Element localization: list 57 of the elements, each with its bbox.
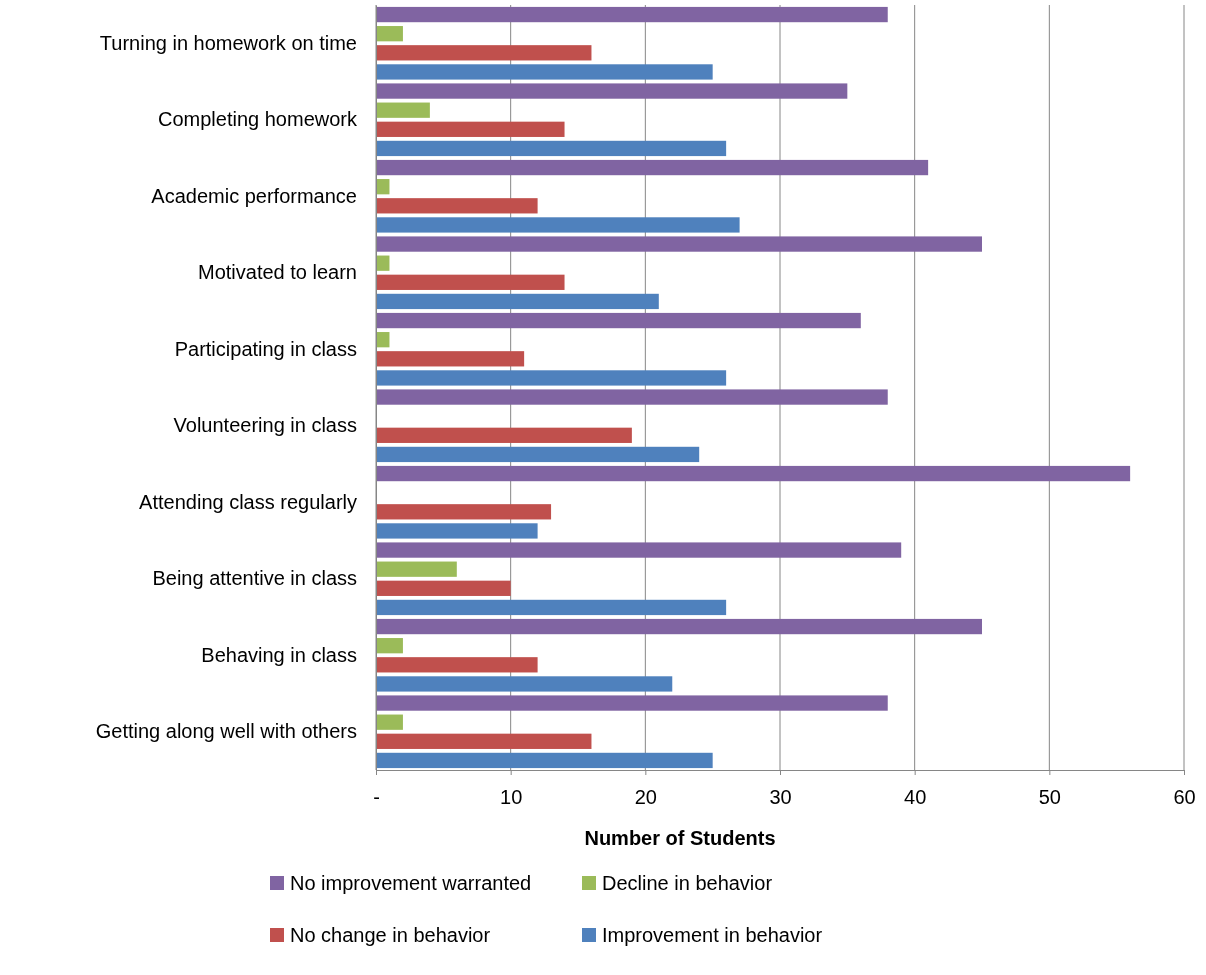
bar	[376, 6, 888, 23]
x-tick-label: 10	[500, 786, 523, 808]
y-tick-label: Being attentive in class	[152, 567, 357, 590]
bar	[376, 312, 861, 329]
y-tick-label: Completing homework	[158, 108, 358, 131]
bar	[376, 561, 457, 577]
legend-label: No change in behavior	[290, 924, 491, 946]
y-tick-label: Volunteering in class	[173, 414, 357, 437]
x-tick-label: -	[373, 786, 380, 808]
y-tick-label: Academic performance	[151, 184, 357, 207]
y-tick-label: Attending class regularly	[139, 490, 357, 513]
bar	[376, 446, 700, 463]
y-tick-label: Turning in homework on time	[99, 31, 357, 54]
bar	[376, 351, 525, 367]
bar	[376, 542, 902, 558]
y-tick-label: Behaving in class	[201, 643, 357, 666]
bar	[376, 45, 592, 61]
bar	[376, 618, 982, 635]
bar	[376, 714, 403, 730]
bar	[376, 236, 982, 252]
bar	[376, 523, 538, 539]
bar	[376, 580, 511, 596]
bar	[376, 26, 403, 42]
bar	[376, 83, 848, 99]
legend-label: Improvement in behavior	[602, 924, 823, 946]
bar	[376, 370, 727, 386]
y-tick-label: Getting along well with others	[95, 720, 357, 743]
y-tick-label: Motivated to learn	[198, 261, 357, 284]
bar	[376, 274, 565, 290]
bar	[376, 733, 592, 749]
bar	[376, 657, 538, 673]
bar	[376, 752, 713, 769]
bar	[376, 599, 727, 616]
legend-label: Decline in behavior	[602, 872, 773, 894]
x-tick-label: 20	[634, 786, 657, 808]
bar	[376, 638, 403, 654]
bar	[376, 102, 430, 118]
bar	[376, 676, 673, 692]
bar	[376, 121, 565, 137]
bar	[376, 427, 632, 443]
bar	[376, 217, 740, 233]
x-tick-label: 40	[904, 786, 927, 808]
bar	[376, 198, 538, 214]
x-axis-title: Number of Students	[584, 827, 776, 849]
bar	[376, 465, 1131, 482]
bar	[376, 64, 713, 80]
x-tick-label: 30	[769, 786, 792, 808]
x-tick-label: 60	[1173, 786, 1196, 808]
bar	[376, 389, 888, 405]
bar	[376, 140, 727, 157]
legend-label: No improvement warranted	[290, 872, 532, 894]
bar	[376, 504, 552, 520]
bar	[376, 695, 888, 711]
x-tick-label: 50	[1038, 786, 1061, 808]
bar	[376, 293, 659, 310]
bar	[376, 159, 929, 176]
y-tick-label: Participating in class	[174, 337, 357, 360]
